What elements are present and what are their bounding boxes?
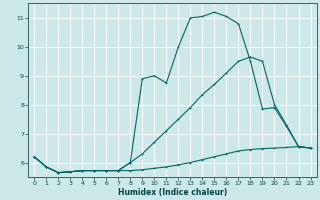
X-axis label: Humidex (Indice chaleur): Humidex (Indice chaleur): [118, 188, 227, 197]
